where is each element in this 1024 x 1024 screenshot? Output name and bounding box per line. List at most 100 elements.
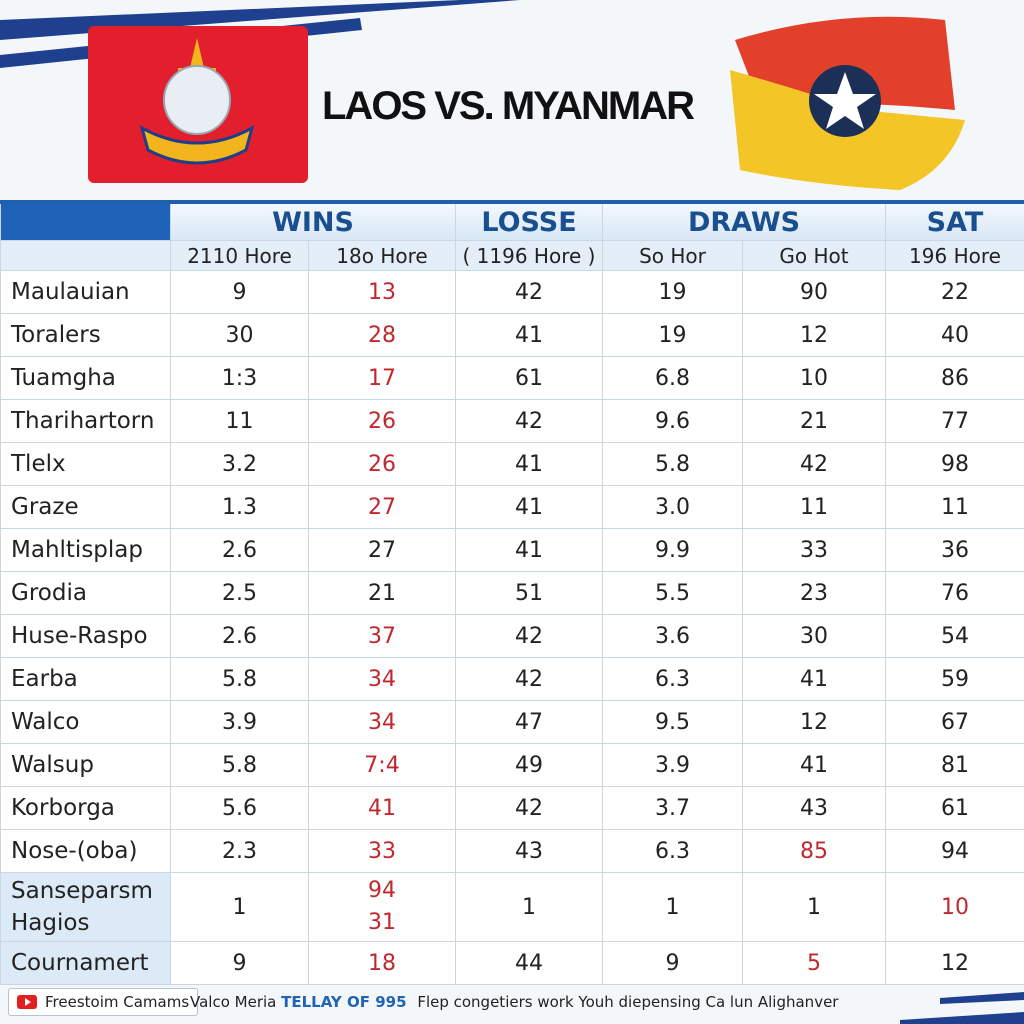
cell: 1 bbox=[170, 872, 309, 942]
brand: TELLAY OF 995 bbox=[281, 993, 407, 1011]
table-row: Tlelx 3.2 26 41 5.8 42 98 bbox=[0, 442, 1024, 486]
cell: 1 bbox=[602, 872, 743, 942]
cell: 19 bbox=[602, 313, 743, 357]
group-header: SAT bbox=[885, 200, 1024, 241]
table-row: Tharihartorn 11 26 42 9.6 21 77 bbox=[0, 399, 1024, 443]
cell: 49 bbox=[455, 743, 603, 787]
footer: Freestoim Camams Valco Meria TELLAY OF 9… bbox=[0, 982, 1024, 1024]
cell: 41 bbox=[455, 442, 603, 486]
title: LAOS VS. MYANMAR bbox=[322, 84, 695, 128]
cell: 61 bbox=[885, 786, 1024, 830]
cell: 41 bbox=[742, 657, 886, 701]
subheader: So Hor bbox=[602, 240, 743, 271]
cell: 30 bbox=[170, 313, 309, 357]
cell: 26 bbox=[308, 399, 456, 443]
cell: 10 bbox=[742, 356, 886, 400]
row-label: Tlelx bbox=[0, 442, 171, 486]
cell: 43 bbox=[455, 829, 603, 873]
cell: 3.6 bbox=[602, 614, 743, 658]
cell: 17 bbox=[308, 356, 456, 400]
cell: 33 bbox=[742, 528, 886, 572]
cell: 77 bbox=[885, 399, 1024, 443]
cell: 37 bbox=[308, 614, 456, 658]
cell: 9.5 bbox=[602, 700, 743, 744]
cell: 98 bbox=[885, 442, 1024, 486]
cell: 1:3 bbox=[170, 356, 309, 400]
cell: 9.9 bbox=[602, 528, 743, 572]
cell: 3.9 bbox=[602, 743, 743, 787]
table-row: Nose-(oba) 2.3 33 43 6.3 85 94 bbox=[0, 829, 1024, 873]
cell: 5.8 bbox=[170, 743, 309, 787]
cell: 59 bbox=[885, 657, 1024, 701]
cell-line: 31 bbox=[368, 910, 396, 935]
cell: 42 bbox=[455, 786, 603, 830]
cell: 9 bbox=[170, 941, 309, 985]
row-label: Walco bbox=[0, 700, 171, 744]
table-row: Walco 3.9 34 47 9.5 12 67 bbox=[0, 700, 1024, 744]
subheader: 196 Hore bbox=[885, 240, 1024, 271]
cell-line: Sanseparsm bbox=[11, 878, 153, 904]
cell: 47 bbox=[455, 700, 603, 744]
table-row: Cournamert 9 18 44 9 5 12 bbox=[0, 941, 1024, 985]
row-label: Tuamgha bbox=[0, 356, 171, 400]
cell: 5.8 bbox=[602, 442, 743, 486]
row-label: Nose-(oba) bbox=[0, 829, 171, 873]
cell: 11 bbox=[170, 399, 309, 443]
footer-text: Valco Meria TELLAY OF 995 Flep congetier… bbox=[190, 993, 838, 1011]
channel-button[interactable]: Freestoim Camams bbox=[8, 988, 199, 1016]
cell: 22 bbox=[885, 270, 1024, 314]
subheader: ( 1196 Hore ) bbox=[455, 240, 603, 271]
table-row: Graze 1.3 27 41 3.0 11 11 bbox=[0, 485, 1024, 529]
cell: 7:4 bbox=[308, 743, 456, 787]
cell: 42 bbox=[742, 442, 886, 486]
button-label: Freestoim Camams bbox=[45, 993, 190, 1011]
cell: 9 bbox=[170, 270, 309, 314]
cell: 94 bbox=[885, 829, 1024, 873]
cell: 21 bbox=[742, 399, 886, 443]
cell: 81 bbox=[885, 743, 1024, 787]
cell: 90 bbox=[742, 270, 886, 314]
subheader-row: 2110 Hore 18o Hore( 1196 Hore ) So Hor Go H… bbox=[0, 240, 1024, 271]
table-row: Sanseparsm Hagios 1 94 31 1 1 1 10 bbox=[0, 872, 1024, 942]
source: Valco Meria bbox=[190, 993, 277, 1011]
table-row: Walsup 5.8 7:4 49 3.9 41 81 bbox=[0, 743, 1024, 787]
cell: 6.8 bbox=[602, 356, 743, 400]
cell: 18 bbox=[308, 941, 456, 985]
corner-cell bbox=[0, 200, 171, 241]
cell: 9.6 bbox=[602, 399, 743, 443]
cell: 2.5 bbox=[170, 571, 309, 615]
table-row: Huse-Raspo 2.6 37 42 3.6 30 54 bbox=[0, 614, 1024, 658]
cell: 86 bbox=[885, 356, 1024, 400]
row-label: Korborga bbox=[0, 786, 171, 830]
cell: 41 bbox=[455, 485, 603, 529]
cell: 3.9 bbox=[170, 700, 309, 744]
row-label: Walsup bbox=[0, 743, 171, 787]
cell: 41 bbox=[742, 743, 886, 787]
cell: 6.3 bbox=[602, 657, 743, 701]
row-label: Huse-Raspo bbox=[0, 614, 171, 658]
cell: 41 bbox=[455, 528, 603, 572]
subheader: 2110 Hore bbox=[170, 240, 309, 271]
row-label: Mahltisplap bbox=[0, 528, 171, 572]
cell: 61 bbox=[455, 356, 603, 400]
cell: 42 bbox=[455, 614, 603, 658]
row-label: Earba bbox=[0, 657, 171, 701]
play-icon bbox=[17, 995, 37, 1009]
cell-line: 94 bbox=[368, 878, 396, 903]
cell: 30 bbox=[742, 614, 886, 658]
row-label: Tharihartorn bbox=[0, 399, 171, 443]
group-header: LOSSE bbox=[455, 200, 603, 241]
cell: 40 bbox=[885, 313, 1024, 357]
cell: 94 31 bbox=[308, 872, 456, 942]
cell: 3.0 bbox=[602, 485, 743, 529]
table-row: Mahltisplap 2.6 27 41 9.9 33 36 bbox=[0, 528, 1024, 572]
cell: 76 bbox=[885, 571, 1024, 615]
cell: 5.5 bbox=[602, 571, 743, 615]
cell: 41 bbox=[308, 786, 456, 830]
group-header: DRAWS bbox=[602, 200, 886, 241]
cell: 5 bbox=[742, 941, 886, 985]
cell: 1 bbox=[742, 872, 886, 942]
cell: 33 bbox=[308, 829, 456, 873]
subheader: Go Hot bbox=[742, 240, 886, 271]
